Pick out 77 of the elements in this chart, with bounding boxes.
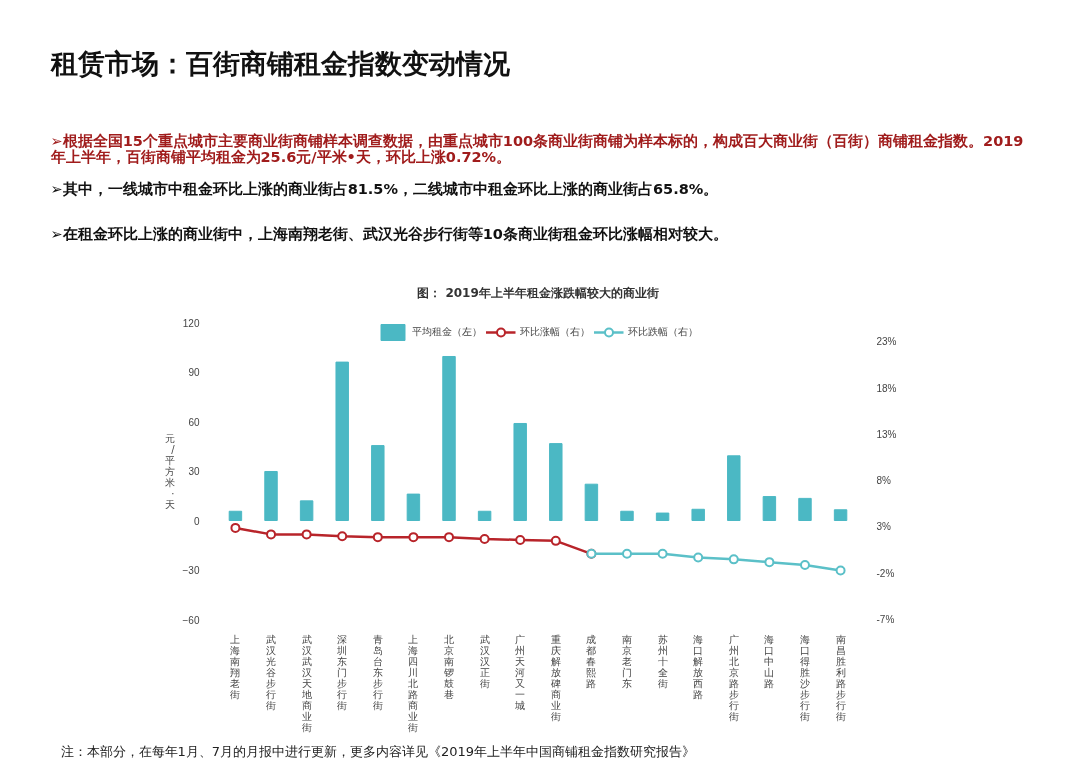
- y2-tick-label: 18%: [876, 382, 897, 394]
- text: ➢根据全国15个重点城市主要商业街商铺样本调查数据，由重点城市100条商业街商铺为样本标的，构成百大商业街（百街）商铺租金指数。2019年上半年，百街商铺平均租金为25.6元/平米•天，环比上涨0.72%。: [49, 131, 1024, 165]
- bar: [406, 493, 421, 521]
- bar: [655, 512, 670, 521]
- bar: [442, 355, 456, 521]
- bar: [833, 509, 848, 521]
- point: [479, 534, 490, 544]
- bar: [691, 508, 705, 521]
- y2-tick-label: -2%: [876, 567, 895, 579]
- point: [337, 531, 348, 542]
- bar: [477, 510, 492, 521]
- text: ➢其中，一线城市中租金环比上涨的商业街占81.5%，二线城市中租金环比上涨的商业街占65.8%。: [50, 179, 719, 197]
- bar: [264, 470, 278, 521]
- x-tick-label: 海口中山路: [764, 633, 775, 689]
- bar: [549, 443, 563, 521]
- point: [657, 548, 668, 559]
- y-tick-label: 90: [188, 367, 200, 378]
- bar: [620, 510, 634, 521]
- point: [444, 532, 455, 543]
- y-tick-label: 30: [188, 466, 200, 477]
- point: [408, 532, 419, 543]
- y-tick-label: 0: [193, 515, 200, 527]
- bar: [228, 510, 243, 521]
- point: [728, 554, 739, 565]
- x-tick-label: 广州天河又一城: [514, 633, 526, 711]
- y2-tick-label: 3%: [876, 521, 892, 533]
- text: 注：本部分，在每年1月、7月的月报中进行更新，更多内容详见《2019年上半年中国商铺租金指数研究报告》: [60, 743, 696, 759]
- point: [230, 522, 241, 533]
- category-label: 武汉武汉天地商业街: [301, 633, 312, 733]
- x-tick-label: 海口解放西路: [693, 633, 704, 700]
- x-tick-label: 上海南翔老街: [230, 633, 241, 700]
- y2-tick-label: -7%: [876, 614, 895, 625]
- bar: [335, 361, 349, 521]
- legend-label: 环比涨幅（右）: [520, 325, 590, 339]
- chart-subtitle: 图： 2019年上半年租金涨跌幅较大的商业街: [417, 286, 659, 300]
- y-tick-label: −30: [182, 565, 200, 576]
- x-tick-label: 广州北京路步行街: [728, 633, 739, 722]
- y-tick-label: 120: [182, 317, 200, 329]
- x-tick-label: 成都春熙路: [586, 633, 597, 689]
- point: [764, 557, 775, 568]
- category-label: 上海四川北路商业街: [408, 633, 419, 733]
- bar: [762, 496, 777, 521]
- x-tick-label: 武汉光谷步行街: [266, 633, 277, 711]
- x-tick-label: 苏州十全街: [657, 633, 668, 689]
- bar: [513, 422, 527, 521]
- y2-tick-label: 23%: [876, 336, 897, 348]
- point: [372, 532, 383, 543]
- y2-tick-label: 8%: [876, 475, 892, 487]
- point: [835, 565, 846, 576]
- y-tick-label: −60: [182, 614, 200, 626]
- x-tick-label: 海口得胜沙步行街: [799, 633, 810, 722]
- x-tick-label: 重庆解放碑商业街: [549, 633, 561, 722]
- y2-tick-label: 13%: [876, 428, 897, 440]
- x-tick-label: 南昌胜利路步行街: [835, 633, 846, 722]
- legend-label: 环比跌幅（右）: [628, 325, 698, 339]
- bar: [727, 455, 741, 521]
- legend-label: 平均租金（左）: [412, 325, 482, 339]
- bar: [584, 483, 599, 521]
- text: ➢在租金环比上涨的商业街中，上海南翔老街、武汉光谷步行街等10条商业街租金环比涨幅相对较大。: [50, 224, 728, 242]
- y-tick-label: 60: [188, 416, 200, 428]
- point: [621, 548, 632, 559]
- x-tick-label: 北京南锣鼓巷: [443, 633, 455, 700]
- y-axis-title: 元/平方米·天: [164, 432, 176, 510]
- point: [693, 552, 704, 563]
- chart-title: 租赁市场：百街商铺租金指数变动情况: [49, 47, 511, 79]
- bar: [371, 445, 385, 521]
- point: [550, 535, 561, 546]
- point: [301, 529, 312, 540]
- point: [799, 559, 810, 570]
- x-tick-label: 南京老门东: [621, 633, 632, 689]
- point: [515, 534, 526, 545]
- point: [266, 529, 277, 540]
- bar: [798, 497, 812, 521]
- x-tick-label: 青岛台东步行街: [372, 633, 383, 711]
- x-tick-label: 深圳东门步行街: [336, 633, 348, 711]
- bar: [299, 500, 314, 521]
- x-tick-label: 武汉汉正街: [479, 633, 490, 689]
